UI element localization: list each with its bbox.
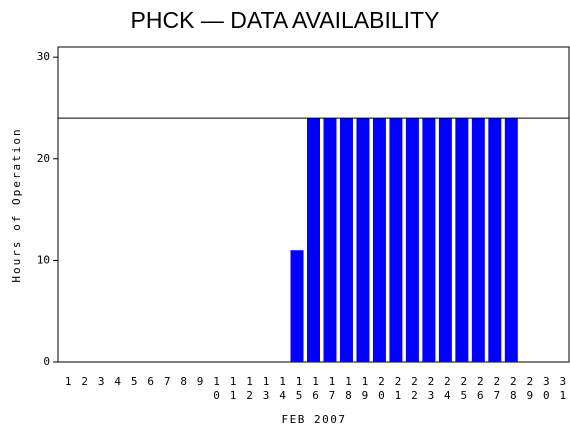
bar	[323, 118, 337, 363]
bar	[339, 118, 353, 363]
y-tick-label: 20	[37, 152, 50, 165]
bar	[290, 250, 304, 362]
bar	[504, 118, 518, 363]
bar	[356, 118, 370, 363]
x-tick-label: 9	[197, 375, 204, 388]
x-tick-label: 5	[131, 375, 138, 388]
bar	[372, 118, 386, 363]
bar	[471, 118, 485, 363]
chart-title: PHCK — DATA AVAILABILITY	[131, 7, 440, 33]
x-tick-label: 8	[180, 375, 187, 388]
y-tick-label: 10	[37, 253, 50, 266]
bar	[438, 118, 452, 363]
bar	[422, 118, 436, 363]
y-tick-label: 30	[37, 50, 50, 63]
bar	[488, 118, 502, 363]
x-tick-label: 2	[81, 375, 88, 388]
bar	[389, 118, 403, 363]
bar	[307, 118, 320, 363]
x-tick-label: 3	[98, 375, 105, 388]
y-tick-label: 0	[43, 355, 50, 368]
x-axis-label: FEB 2007	[282, 413, 347, 426]
x-tick-label: 4	[114, 375, 121, 388]
x-tick-label: 7	[164, 375, 171, 388]
x-tick-label: 6	[147, 375, 154, 388]
x-tick-label: 1	[65, 375, 72, 388]
bar	[455, 118, 469, 363]
bar	[405, 118, 419, 363]
y-axis-label: Hours of Operation	[10, 127, 23, 282]
